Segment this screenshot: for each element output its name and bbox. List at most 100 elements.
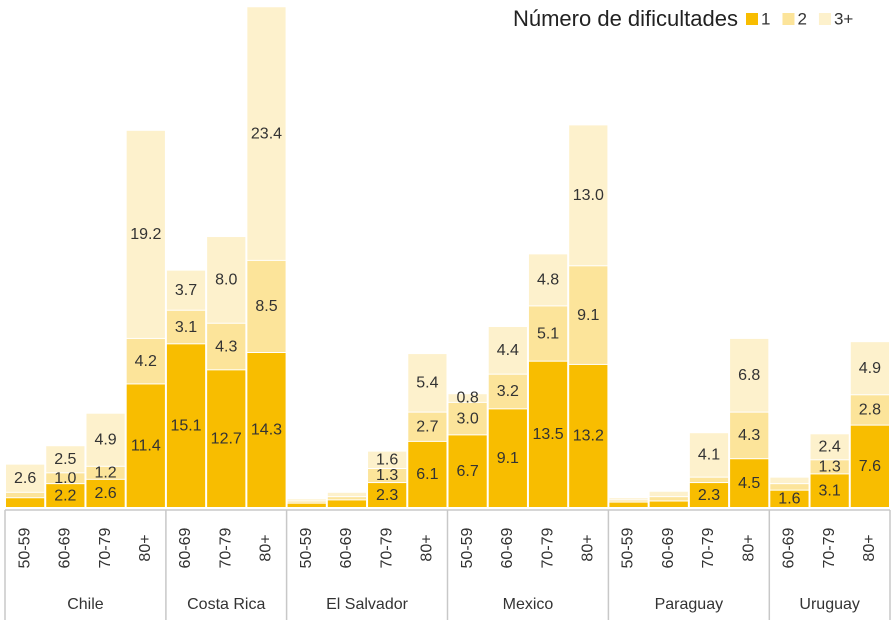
bar-segment xyxy=(528,254,568,306)
x-tick-label: 80+ xyxy=(137,534,154,561)
bar-segment xyxy=(649,497,688,501)
bar-segment xyxy=(287,501,326,503)
bar-segment xyxy=(810,460,849,474)
bar-segment xyxy=(850,395,889,425)
bar-segment xyxy=(287,499,326,501)
value-label: 6.7 xyxy=(456,463,478,480)
bar-segment xyxy=(46,473,85,484)
value-label: 13.0 xyxy=(573,187,604,204)
x-tick-label: 60-69 xyxy=(177,527,194,568)
value-label: 2.6 xyxy=(94,485,116,502)
value-label: 1.6 xyxy=(778,491,800,508)
bar-segment xyxy=(609,500,648,502)
bar-segment xyxy=(126,384,165,507)
bar-segment xyxy=(368,468,407,483)
value-label: 2.3 xyxy=(698,487,720,504)
bar-segment xyxy=(730,412,769,459)
value-label: 3.1 xyxy=(819,482,841,499)
bar-segment xyxy=(488,409,527,507)
bar-segment xyxy=(166,270,206,310)
bar-segment xyxy=(408,441,447,507)
x-tick-label: 50-59 xyxy=(459,527,476,568)
bar-segment xyxy=(46,484,85,507)
value-label: 14.3 xyxy=(251,422,282,439)
bar-segment xyxy=(126,130,165,338)
legend-title: Número de dificultades xyxy=(513,6,738,31)
bar-segment xyxy=(730,338,769,412)
value-label: 4.2 xyxy=(135,353,157,370)
value-label: 8.5 xyxy=(255,298,277,315)
value-label: 19.2 xyxy=(130,226,161,243)
x-tick-label: 60-69 xyxy=(338,527,355,568)
value-label: 11.4 xyxy=(131,437,161,454)
bar-segment xyxy=(810,474,849,507)
bar-segment xyxy=(247,260,286,353)
bar-segment xyxy=(166,310,206,344)
value-label: 2.3 xyxy=(376,487,398,504)
bar-segment xyxy=(770,484,809,490)
x-tick-label: 80+ xyxy=(740,534,757,561)
bar-segment xyxy=(528,306,568,361)
bar-segment xyxy=(46,446,85,473)
bar-segment xyxy=(569,364,608,507)
value-label: 3.0 xyxy=(456,410,478,427)
bar-segment xyxy=(6,464,45,492)
value-label: 2.4 xyxy=(819,439,841,456)
value-label: 2.7 xyxy=(416,418,438,435)
value-label: 9.1 xyxy=(497,450,519,467)
bar-segment xyxy=(247,7,286,260)
bar-segment xyxy=(649,501,688,507)
bar-segment xyxy=(207,323,246,370)
value-label: 4.8 xyxy=(537,272,559,289)
value-label: 4.3 xyxy=(215,338,237,355)
bar-segment xyxy=(609,502,648,507)
bar-segment xyxy=(649,491,688,497)
value-label: 6.1 xyxy=(416,466,438,483)
group-label: Uruguay xyxy=(799,596,859,613)
x-tick-label: 80+ xyxy=(861,534,878,561)
x-tick-label: 60-69 xyxy=(781,527,798,568)
bar-segment xyxy=(207,370,246,507)
bar-segment xyxy=(247,353,286,507)
x-tick-label: 70-79 xyxy=(97,527,114,568)
bar-segment xyxy=(850,342,889,395)
value-label: 2.2 xyxy=(54,487,76,504)
value-label: 2.6 xyxy=(14,470,36,487)
bar-segment xyxy=(689,477,729,483)
bar-segment xyxy=(569,266,608,364)
x-tick-label: 50-59 xyxy=(298,527,315,568)
bar-segment xyxy=(689,433,729,477)
value-label: 1.3 xyxy=(819,459,841,476)
value-label: 8.0 xyxy=(215,272,237,289)
group-label: Mexico xyxy=(503,596,554,613)
bar-segment xyxy=(448,402,487,435)
x-tick-label: 80+ xyxy=(258,534,275,561)
value-label: 5.4 xyxy=(416,375,438,392)
bar-segment xyxy=(6,498,45,507)
bar-segment xyxy=(408,412,447,441)
value-label: 4.1 xyxy=(698,447,720,464)
bar-segment xyxy=(6,492,45,498)
x-tick-label: 70-79 xyxy=(539,527,556,568)
value-label: 4.9 xyxy=(859,360,881,377)
bar-segment xyxy=(770,490,809,507)
legend-label: 1 xyxy=(761,9,770,28)
value-label: 2.5 xyxy=(54,451,76,468)
bar-segment xyxy=(609,498,648,500)
value-label: 4.4 xyxy=(497,342,519,359)
value-label: 12.7 xyxy=(211,430,242,447)
value-label: 3.2 xyxy=(497,383,519,400)
bar-segment xyxy=(86,413,125,466)
value-label: 13.5 xyxy=(532,426,563,443)
bar-segment xyxy=(689,483,729,507)
bar-segment xyxy=(327,500,367,507)
bar-segment xyxy=(569,125,608,266)
bar-segment xyxy=(126,338,165,384)
x-tick-label: 70-79 xyxy=(378,527,395,568)
value-label: 15.1 xyxy=(170,417,201,434)
group-label: Paraguay xyxy=(655,596,724,613)
value-label: 1.3 xyxy=(376,467,398,484)
value-label: 5.1 xyxy=(537,325,559,342)
value-label: 6.8 xyxy=(738,367,760,384)
bar-segment xyxy=(86,479,125,507)
